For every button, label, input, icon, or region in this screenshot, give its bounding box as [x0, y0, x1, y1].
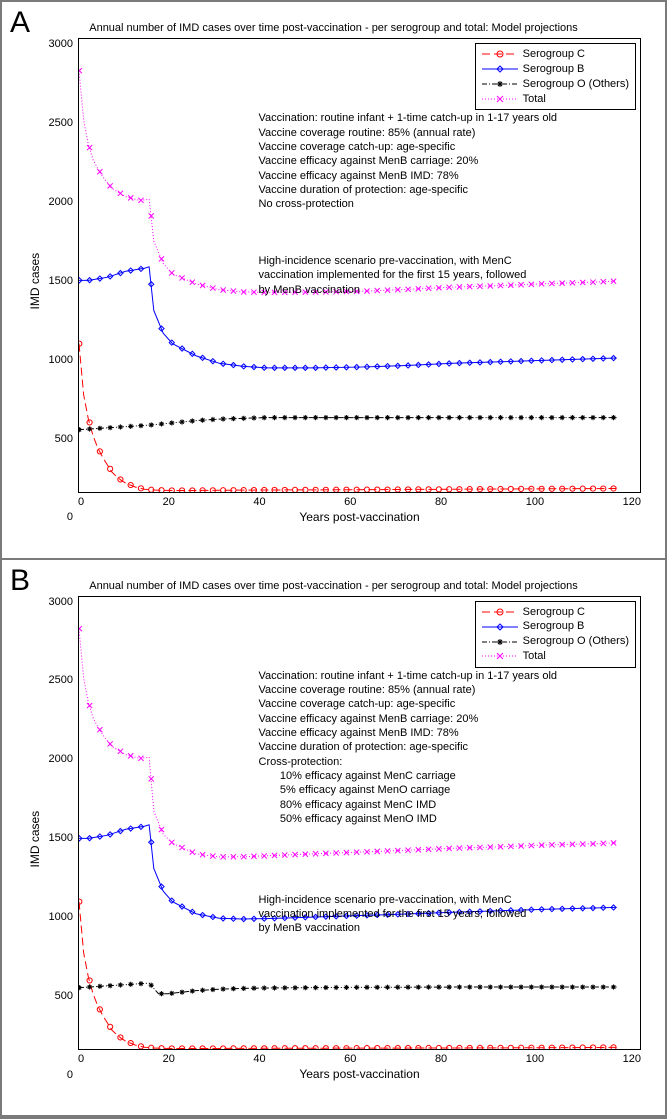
- panel-a: A Annual number of IMD cases over time p…: [2, 2, 665, 560]
- plot-wrap: IMD cases 300025002000150010005000 Serog…: [26, 596, 641, 1082]
- xlabel: Years post-vaccination: [78, 508, 641, 524]
- chart-title: Annual number of IMD cases over time pos…: [26, 22, 641, 38]
- panel-b: B Annual number of IMD cases over time p…: [2, 560, 665, 1118]
- chart-title: Annual number of IMD cases over time pos…: [26, 580, 641, 596]
- plot-wrap: IMD cases 300025002000150010005000 Serog…: [26, 38, 641, 524]
- yaxis-a: 300025002000150010005000: [44, 38, 78, 524]
- legend-a: Serogroup CSerogroup BSerogroup O (Other…: [475, 43, 636, 110]
- textbox-a1: Vaccination: routine infant + 1-time cat…: [259, 111, 558, 211]
- ylabel: IMD cases: [26, 596, 44, 1082]
- xlabel: Years post-vaccination: [78, 1065, 641, 1081]
- legend-b: Serogroup CSerogroup BSerogroup O (Other…: [475, 601, 636, 668]
- xaxis-a: 020406080100120: [78, 493, 641, 508]
- ylabel: IMD cases: [26, 38, 44, 524]
- panel-letter: A: [10, 6, 30, 40]
- textbox-b2: High-incidence scenario pre-vaccination,…: [259, 893, 527, 936]
- plot-area-b: Serogroup CSerogroup BSerogroup O (Other…: [78, 596, 641, 1051]
- plot-area-a: Serogroup CSerogroup BSerogroup O (Other…: [78, 38, 641, 493]
- xaxis-b: 020406080100120: [78, 1050, 641, 1065]
- textbox-b1: Vaccination: routine infant + 1-time cat…: [259, 669, 558, 826]
- panel-letter: B: [10, 564, 30, 598]
- yaxis-b: 300025002000150010005000: [44, 596, 78, 1082]
- textbox-a2: High-incidence scenario pre-vaccination,…: [259, 254, 527, 297]
